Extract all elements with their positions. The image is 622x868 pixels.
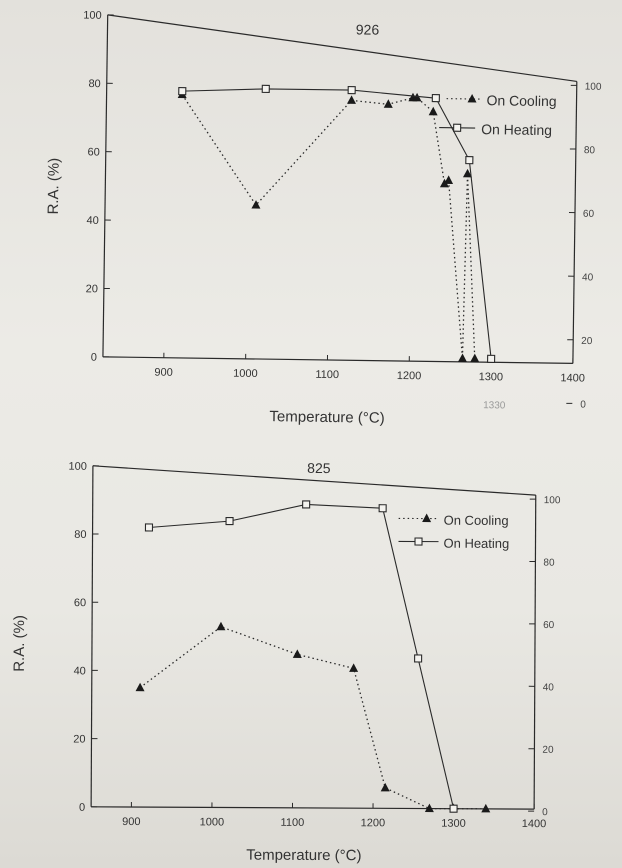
point-on-cooling	[462, 168, 472, 178]
x-axis-bottom	[102, 356, 573, 365]
y-tick-label: 80	[88, 78, 100, 90]
right-y-tick-label: 20	[581, 336, 593, 347]
y-axis-left	[102, 14, 109, 357]
point-on-cooling	[481, 803, 491, 813]
legend-marker-on-heating	[453, 123, 462, 132]
legend-label-on-heating: On Heating	[481, 121, 552, 138]
point-on-heating	[347, 86, 356, 95]
chart-1: 926 0 20 40 60 80 100 900 1000 1100 1200 1300 1400 0 2…	[45, 10, 602, 427]
x-tick-label: 1000	[233, 368, 258, 380]
point-on-cooling	[349, 663, 359, 672]
point-on-heating	[465, 156, 474, 165]
y-axis-title: R.A. (%)	[11, 615, 28, 672]
x-tick-label: 1100	[281, 817, 305, 829]
x-tick-label: 1300	[479, 371, 504, 383]
right-y-tick-label: 40	[543, 682, 555, 693]
chart-title: 926	[356, 21, 380, 37]
y-tick-label: 40	[86, 215, 98, 227]
series-line-on-cooling	[139, 626, 486, 810]
y-tick-label: 100	[69, 461, 87, 473]
y-tick-label: 0	[91, 352, 97, 364]
y-tick-label: 40	[74, 665, 86, 677]
y-tick-label: 20	[86, 283, 98, 295]
x-tick-label: 1200	[361, 817, 386, 829]
x-tick-label: 1400	[522, 818, 547, 830]
point-on-heating	[449, 804, 458, 813]
y-axis-title: R.A. (%)	[45, 158, 63, 215]
right-y-tick-label: 40	[582, 272, 594, 283]
point-on-cooling	[457, 353, 467, 363]
point-on-cooling	[135, 682, 145, 692]
right-y-tick-label: 80	[543, 558, 555, 569]
right-y-tick-label: 80	[584, 145, 596, 156]
right-y-tick-label: 0	[580, 400, 586, 411]
point-on-cooling	[412, 92, 422, 102]
y-tick-label: 80	[74, 529, 86, 541]
x-tick-label: 1400	[560, 372, 585, 384]
point-on-cooling	[292, 649, 302, 658]
y-tick-label: 60	[74, 597, 86, 609]
point-on-heating	[378, 504, 387, 513]
x-tick-label: 1300	[441, 818, 466, 830]
x-axis-bottom	[91, 806, 535, 810]
right-y-tick-label: 60	[543, 620, 555, 631]
legend-marker-on-heating	[414, 537, 423, 546]
x-tick-label: 1000	[200, 816, 225, 828]
point-on-cooling	[346, 95, 356, 104]
x-axis-title: Temperature (°C)	[246, 847, 361, 865]
y-axis-right	[572, 81, 578, 364]
point-on-heating	[144, 523, 154, 532]
point-on-heating	[225, 517, 234, 526]
legend-marker-on-cooling	[422, 513, 432, 523]
legend-label-on-cooling: On Cooling	[486, 92, 556, 109]
y-axis-left	[90, 465, 94, 807]
series-line-on-cooling	[181, 94, 476, 359]
y-tick-label: 60	[87, 146, 99, 158]
right-y-tick-label: 100	[585, 82, 602, 93]
point-on-heating	[178, 87, 187, 96]
x-tick-label: 1100	[315, 369, 339, 381]
y-axis-right	[533, 495, 537, 810]
x-tick-label: 900	[154, 367, 173, 379]
point-on-heating	[431, 94, 440, 103]
point-on-cooling	[380, 782, 390, 792]
right-y-tick-label: 0	[542, 807, 548, 818]
point-on-cooling	[470, 353, 480, 363]
frame-top	[107, 14, 577, 83]
chart-title: 825	[307, 460, 331, 476]
frame-top	[92, 465, 536, 496]
point-on-cooling	[444, 175, 454, 184]
point-on-cooling	[251, 200, 261, 209]
series-line-on-heating	[182, 88, 492, 359]
right-y-tick-label: 100	[544, 495, 561, 506]
right-y-tick-label: 20	[542, 745, 554, 756]
point-on-heating	[487, 354, 496, 363]
legend-label-on-heating: On Heating	[443, 536, 509, 551]
y-tick-label: 20	[73, 734, 85, 746]
point-on-cooling	[428, 106, 438, 116]
point-on-heating	[414, 654, 423, 663]
legend-label-on-cooling: On Cooling	[444, 513, 509, 528]
point-on-cooling	[383, 99, 393, 108]
right-y-tick-label: 60	[583, 209, 595, 220]
x-axis-title: Temperature (°C)	[269, 408, 384, 427]
x-tick-label: 1200	[397, 370, 422, 382]
y-tick-label: 100	[83, 10, 102, 22]
point-on-heating	[261, 84, 270, 94]
y-tick-label: 0	[79, 802, 85, 814]
point-on-heating	[302, 500, 311, 509]
point-on-cooling	[439, 178, 449, 188]
legend-marker-on-cooling	[467, 93, 477, 103]
handwritten-annotation: 1330	[483, 400, 506, 411]
x-tick-label: 900	[122, 816, 140, 828]
point-on-cooling	[424, 803, 434, 813]
point-on-cooling	[216, 621, 226, 631]
series-line-on-heating	[148, 503, 455, 809]
